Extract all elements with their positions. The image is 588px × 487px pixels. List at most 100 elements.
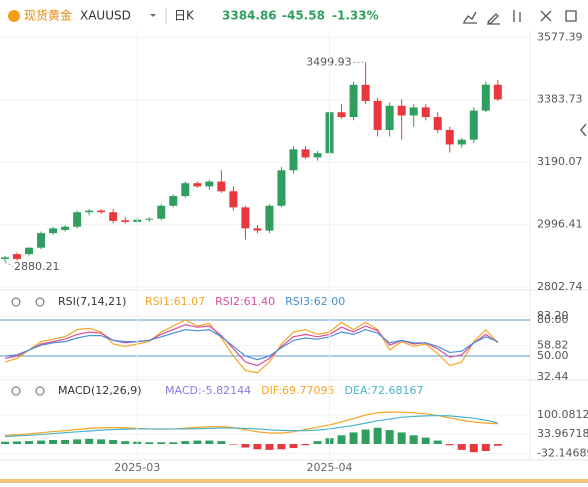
candle-body bbox=[457, 139, 466, 145]
macd-bar bbox=[145, 442, 154, 445]
candle-body bbox=[265, 205, 274, 231]
macd-bar bbox=[301, 444, 310, 446]
x-tick-label: 2025-03 bbox=[114, 461, 160, 474]
candle-body bbox=[13, 254, 22, 259]
macd-bar bbox=[217, 441, 226, 445]
rsi-title: RSI(7,14,21) bbox=[58, 295, 126, 308]
candle-body bbox=[241, 207, 250, 229]
macd-bar bbox=[109, 439, 118, 445]
macd-bar bbox=[25, 441, 34, 445]
change: -45.58 bbox=[282, 9, 325, 23]
candle-body bbox=[229, 191, 238, 208]
macd-bar bbox=[1, 441, 9, 445]
y-tick-label: -32.14689 bbox=[537, 446, 588, 459]
draw-icon[interactable] bbox=[487, 13, 500, 25]
price: 3384.86 bbox=[222, 9, 277, 23]
macd-bar bbox=[85, 438, 94, 445]
y-tick-label: 32.44 bbox=[537, 370, 569, 383]
dropdown-arrow[interactable] bbox=[150, 14, 156, 17]
candle-body bbox=[205, 181, 214, 187]
macd-bar bbox=[97, 439, 106, 445]
y-tick-label: 83.20 bbox=[537, 309, 569, 322]
macd-bar bbox=[421, 437, 430, 445]
candle-body bbox=[37, 233, 46, 248]
candle-body bbox=[253, 228, 262, 231]
macd-title: MACD(12,26,9) bbox=[58, 384, 142, 397]
macd-bar bbox=[481, 444, 490, 451]
indicator-line bbox=[4, 414, 498, 438]
y-tick-label: 3577.39 bbox=[537, 30, 583, 43]
candle-body bbox=[85, 210, 94, 213]
indicator-line bbox=[4, 411, 498, 436]
collapse-arrow[interactable] bbox=[580, 123, 587, 137]
candle-body bbox=[337, 112, 346, 118]
rsi-icons bbox=[11, 297, 45, 307]
macd-bar bbox=[37, 440, 46, 445]
macd-bar bbox=[349, 432, 358, 445]
y-tick-label: 58.82 bbox=[537, 338, 569, 351]
indicator-icon[interactable] bbox=[463, 11, 477, 24]
macd-bar bbox=[229, 444, 238, 445]
y-tick-label: 33.96718 bbox=[537, 427, 588, 440]
candle-body bbox=[469, 110, 478, 140]
candle-body bbox=[361, 84, 370, 101]
macd-bar bbox=[397, 432, 406, 445]
macd-bar bbox=[181, 441, 190, 445]
indicator-line bbox=[4, 319, 499, 374]
macd-bar bbox=[61, 439, 70, 445]
candle-icon[interactable] bbox=[513, 10, 521, 22]
candle-body bbox=[169, 196, 178, 206]
candle-body bbox=[109, 212, 118, 221]
macd-bar bbox=[289, 444, 298, 449]
candle-body bbox=[145, 218, 154, 220]
y-tick-label: 3190.07 bbox=[537, 155, 583, 168]
legend-entry: DEA:72.68167 bbox=[345, 384, 424, 397]
macd-bar bbox=[409, 435, 418, 445]
macd-bar bbox=[13, 441, 22, 445]
period[interactable]: 日K bbox=[174, 9, 195, 23]
candle-body bbox=[97, 210, 106, 213]
legend-entry: RSI2:61.40 bbox=[215, 295, 275, 308]
candle-body bbox=[349, 84, 358, 118]
logo bbox=[8, 10, 20, 22]
bottom-bar bbox=[0, 479, 588, 483]
macd-bar bbox=[157, 442, 166, 445]
candle-body bbox=[445, 129, 454, 145]
y-tick-label: 3383.73 bbox=[537, 93, 583, 106]
macd-bar bbox=[433, 440, 442, 445]
settings-icon[interactable] bbox=[565, 10, 577, 22]
macd-bar bbox=[493, 444, 502, 446]
macd-bar bbox=[277, 444, 286, 450]
macd-bar bbox=[361, 429, 370, 445]
macd-bar bbox=[373, 427, 382, 445]
candle-body bbox=[421, 107, 430, 118]
candle-body bbox=[493, 84, 502, 100]
symbol[interactable]: XAUUSD bbox=[80, 9, 131, 23]
macd-icons bbox=[11, 386, 45, 396]
fullscreen-icon[interactable] bbox=[540, 10, 552, 22]
y-tick-label: 80.00 bbox=[537, 313, 569, 326]
candle-body bbox=[409, 107, 418, 116]
candle-body bbox=[277, 170, 286, 206]
annotation: 3499.93 bbox=[306, 55, 352, 68]
legend-entry: MACD:-5.82144 bbox=[165, 384, 251, 397]
x-tick-label: 2025-04 bbox=[307, 461, 353, 474]
legend-entry: RSI1:61.07 bbox=[145, 295, 205, 308]
candle-body bbox=[49, 228, 58, 234]
macd-bar bbox=[49, 439, 58, 445]
macd-bar bbox=[169, 442, 178, 445]
candle-body bbox=[301, 149, 310, 158]
candle-body bbox=[217, 181, 226, 192]
macd-bar bbox=[73, 439, 82, 445]
candle-body bbox=[193, 183, 202, 187]
macd-bar bbox=[265, 444, 274, 450]
macd-bar bbox=[313, 441, 322, 445]
asset-name[interactable]: 现货黄金 bbox=[24, 8, 72, 23]
macd-bar bbox=[241, 444, 250, 448]
candle-body bbox=[61, 226, 70, 230]
macd-bar bbox=[253, 444, 262, 450]
macd-bar bbox=[193, 440, 202, 445]
legend-entry: DIF:69.77095 bbox=[261, 384, 334, 397]
